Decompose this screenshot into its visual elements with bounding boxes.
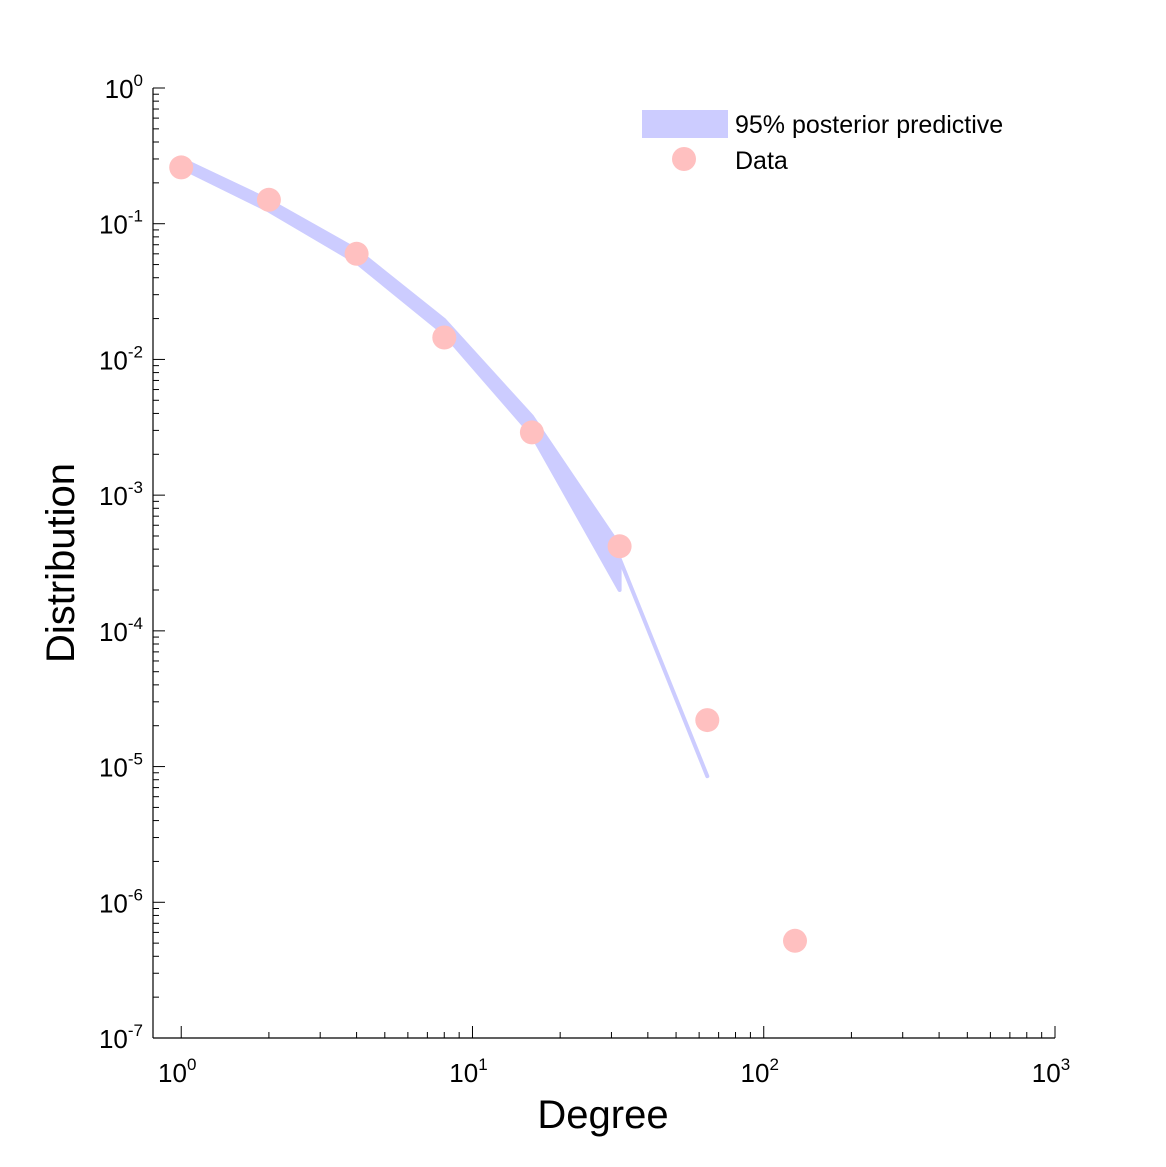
- data-point: [256, 187, 281, 212]
- legend-label-data: Data: [735, 147, 788, 175]
- legend-label-band: 95% posterior predictive: [735, 111, 1003, 139]
- posterior-predictive-band: [179, 157, 710, 779]
- y-tick-label: 10-7: [99, 1021, 143, 1054]
- data-point: [607, 534, 632, 559]
- x-tick-label: 103: [1032, 1055, 1070, 1088]
- data-point: [783, 928, 807, 953]
- legend-swatch-band: [642, 110, 728, 138]
- y-tick-label: 100: [105, 71, 143, 104]
- data-point: [695, 708, 720, 733]
- x-axis-title: Degree: [537, 1093, 668, 1137]
- data-point: [432, 325, 457, 350]
- legend: 95% posterior predictive Data: [642, 110, 1003, 175]
- x-tick-label: 100: [158, 1055, 196, 1088]
- data-point: [519, 420, 544, 445]
- x-tick-label: 102: [741, 1055, 779, 1088]
- y-tick-label: 10-5: [99, 750, 143, 783]
- y-tick-label: 10-6: [99, 885, 143, 918]
- series-layer: [169, 155, 807, 953]
- y-tick-label: 10-3: [99, 478, 143, 511]
- data-point: [169, 155, 194, 180]
- legend-swatch-data: [672, 147, 696, 171]
- y-tick-label: 10-1: [99, 207, 143, 240]
- data-point: [344, 241, 369, 266]
- y-axis-title: Distribution: [39, 463, 83, 663]
- y-tick-label: 10-2: [99, 342, 143, 375]
- x-tick-label: 101: [449, 1055, 487, 1088]
- y-tick-label: 10-4: [99, 614, 143, 647]
- axes-layer: 100 101 102 103 100 10-1 10-2 10-3 10-4 10-5 10-6 1…: [99, 71, 1070, 1088]
